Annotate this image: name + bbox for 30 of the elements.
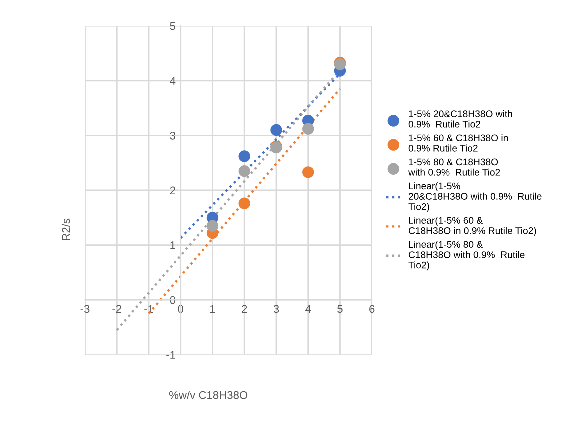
x-tick-label: 4 bbox=[306, 305, 312, 314]
legend-label: 1-5% 20&C18H38O with 0.9% Rutile Tio2 bbox=[408, 110, 512, 128]
legend-label: Linear(1-5% 20&C18H38O with 0.9% Rutile Tio2) bbox=[408, 182, 542, 212]
x-tick-label: -2 bbox=[112, 305, 122, 314]
y-tick-label: 4 bbox=[170, 77, 176, 85]
x-tick-label: 2 bbox=[242, 305, 248, 314]
y-tick-label: 2 bbox=[170, 186, 176, 195]
point bbox=[238, 150, 250, 162]
y-tick-label: 1 bbox=[170, 242, 176, 250]
point bbox=[302, 123, 314, 135]
x-tick-label: 6 bbox=[370, 305, 375, 314]
legend-label: 1-5% 60 & C18H38O in 0.9% Rutile Tio2 bbox=[408, 134, 508, 152]
point bbox=[302, 166, 314, 178]
x-axis-title: %w/v C18H38O bbox=[169, 391, 248, 400]
legend-label: 1-5% 80 & C18H38O with 0.9% Rutile Tio2 bbox=[408, 158, 500, 176]
y-axis-title: R2/s bbox=[62, 218, 70, 240]
y-tick-label: -1 bbox=[166, 351, 176, 359]
x-tick-label: -3 bbox=[80, 305, 90, 314]
point bbox=[238, 165, 250, 178]
x-tick-label: 1 bbox=[210, 305, 216, 314]
point bbox=[238, 198, 250, 210]
y-tick-label: 5 bbox=[170, 22, 176, 30]
y-tick-label: 3 bbox=[170, 132, 176, 140]
legend-label: Linear(1-5% 60 & C18H38O in 0.9% Rutile Tio2) bbox=[408, 216, 536, 236]
x-tick-label: 3 bbox=[274, 305, 280, 314]
legend-label: Linear(1-5% 80 & C18H38O with 0.9% Rutile Tio2) bbox=[408, 240, 525, 271]
point bbox=[270, 124, 282, 136]
x-tick-label: 5 bbox=[338, 305, 343, 314]
x-tick-label: 0 bbox=[178, 305, 184, 314]
point bbox=[206, 220, 219, 232]
